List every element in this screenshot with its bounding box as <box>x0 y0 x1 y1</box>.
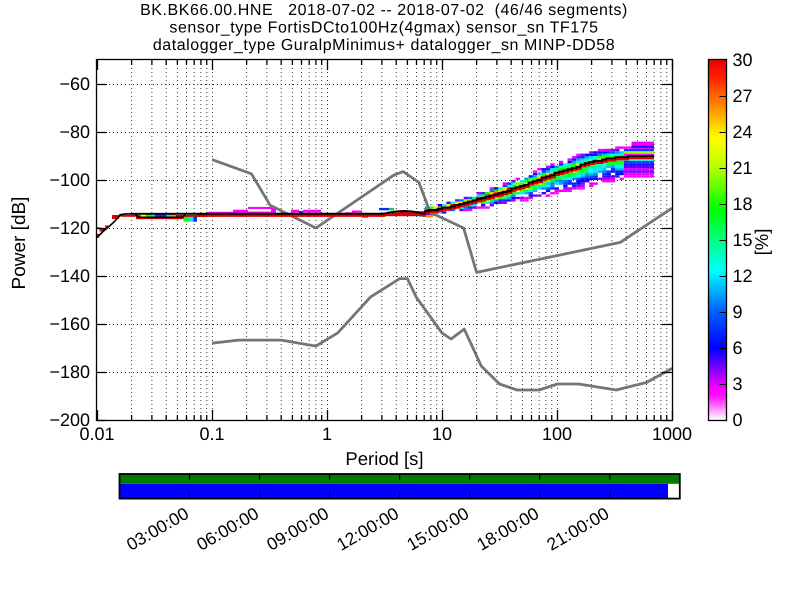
svg-text:10: 10 <box>432 424 452 444</box>
svg-text:−180: −180 <box>49 362 90 382</box>
svg-text:Period [s]: Period [s] <box>345 448 423 469</box>
svg-text:24: 24 <box>733 122 753 142</box>
svg-text:21: 21 <box>733 158 753 178</box>
svg-text:−160: −160 <box>49 314 90 334</box>
svg-text:Power [dB]: Power [dB] <box>9 197 30 290</box>
svg-text:100: 100 <box>542 424 572 444</box>
svg-text:6: 6 <box>733 338 743 358</box>
svg-text:−200: −200 <box>49 410 90 430</box>
svg-text:−100: −100 <box>49 170 90 190</box>
svg-text:30: 30 <box>733 50 753 70</box>
svg-text:−120: −120 <box>49 218 90 238</box>
svg-text:datalogger_type GuralpMinimus+: datalogger_type GuralpMinimus+ datalogge… <box>153 37 615 54</box>
svg-text:18: 18 <box>733 194 753 214</box>
svg-text:0.01: 0.01 <box>79 424 114 444</box>
svg-text:BK.BK66.00.HNE 2018-07-02 --: BK.BK66.00.HNE 2018-07-02 -- 2018-07-02 … <box>140 2 628 19</box>
svg-text:27: 27 <box>733 86 753 106</box>
svg-text:1000: 1000 <box>652 424 692 444</box>
svg-text:0: 0 <box>733 410 743 430</box>
svg-text:3: 3 <box>733 374 743 394</box>
svg-text:15: 15 <box>733 230 753 250</box>
svg-text:−80: −80 <box>59 122 90 142</box>
svg-text:sensor_type FortisDCto100Hz(4g: sensor_type FortisDCto100Hz(4gmax) senso… <box>169 20 598 37</box>
svg-text:12: 12 <box>733 266 753 286</box>
svg-text:−140: −140 <box>49 266 90 286</box>
svg-text:0.1: 0.1 <box>199 424 224 444</box>
svg-text:9: 9 <box>733 302 743 322</box>
svg-text:−60: −60 <box>59 74 90 94</box>
svg-text:[%]: [%] <box>751 229 772 256</box>
svg-text:1: 1 <box>322 424 332 444</box>
